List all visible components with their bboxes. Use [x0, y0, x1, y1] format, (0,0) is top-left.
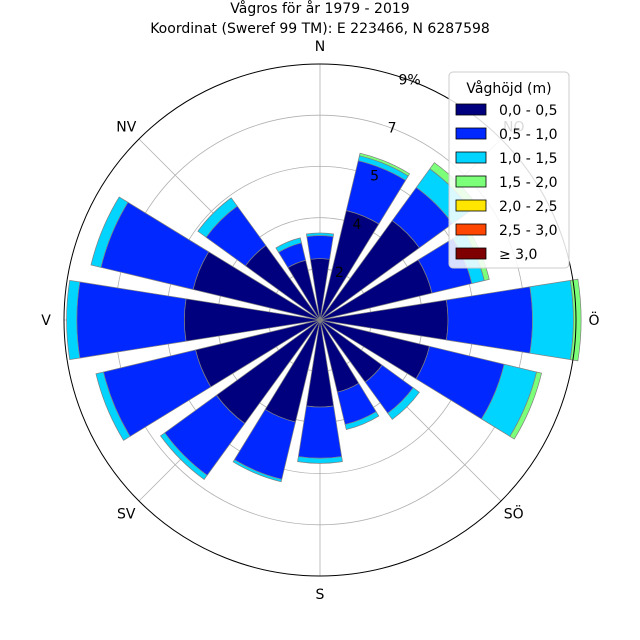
bar-sector-4-bin-2: [529, 279, 574, 361]
bar-sector-1-bin-3: [359, 152, 411, 177]
radial-tick-label-3: 7: [388, 121, 397, 137]
direction-label-3: SÖ: [504, 505, 524, 523]
direction-label-6: V: [41, 313, 51, 329]
radial-tick-label-4: 9%: [398, 72, 420, 88]
legend-swatch-2: [455, 151, 487, 164]
bar-sector-0-bin-1: [306, 235, 334, 260]
legend-label-6: ≥ 3,0: [499, 247, 537, 263]
direction-label-2: Ö: [588, 311, 599, 329]
legend-label-1: 0,5 - 1,0: [499, 127, 557, 143]
legend: Våghöjd (m) 0,0 - 0,5 0,5 - 1,0 1,0 - 1,5 1…: [448, 71, 570, 269]
radial-tick-label-0: 2: [335, 265, 344, 281]
legend-label-4: 2,0 - 2,5: [499, 199, 557, 215]
legend-title: Våghöjd (m): [466, 80, 551, 97]
legend-label-5: 2,5 - 3,0: [499, 223, 557, 239]
bar-sector-6-bin-2: [387, 387, 420, 420]
bar-sector-8-bin-1: [297, 405, 343, 459]
legend-label-3: 1,5 - 2,0: [499, 175, 557, 191]
direction-label-7: NV: [116, 119, 136, 135]
rose-bars: [66, 152, 582, 483]
legend-swatch-5: [455, 223, 487, 236]
bar-sector-9-bin-2: [232, 459, 283, 483]
bar-sector-14-bin-2: [197, 197, 238, 238]
bar-sector-15-bin-2: [275, 237, 302, 253]
radial-tick-labels: 2 4 5 7 9%: [335, 72, 421, 280]
legend-label-2: 1,0 - 1,5: [499, 151, 557, 167]
bar-sector-0-bin-2: [305, 232, 335, 237]
bar-sector-10-bin-2: [160, 432, 208, 480]
legend-frame: [448, 71, 570, 269]
radial-tick-label-2: 5: [370, 169, 379, 185]
radial-tick-label-1: 4: [353, 217, 362, 233]
bar-sector-11-bin-2: [95, 371, 131, 441]
legend-swatch-4: [455, 199, 487, 212]
bar-sector-13-bin-2: [90, 196, 129, 268]
legend-swatch-1: [455, 127, 487, 140]
bar-sector-5-bin-3: [509, 371, 542, 440]
direction-label-0: N: [315, 39, 325, 55]
chart-title-line1: Vågros för år 1979 - 2019: [230, 0, 409, 17]
legend-label-0: 0,0 - 0,5: [499, 103, 557, 119]
bar-sector-7-bin-2: [344, 411, 380, 430]
direction-label-4: S: [316, 587, 325, 603]
chart-title-line2: Koordinat (Sweref 99 TM): E 223466, N 62…: [150, 21, 490, 37]
polar-outline: [63, 63, 577, 577]
legend-swatch-6: [455, 247, 487, 260]
legend-swatch-0: [455, 103, 487, 116]
legend-swatch-3: [455, 175, 487, 188]
bar-sector-8-bin-2: [297, 456, 343, 464]
direction-label-5: SV: [117, 507, 136, 523]
bar-sector-12-bin-2: [66, 279, 81, 361]
